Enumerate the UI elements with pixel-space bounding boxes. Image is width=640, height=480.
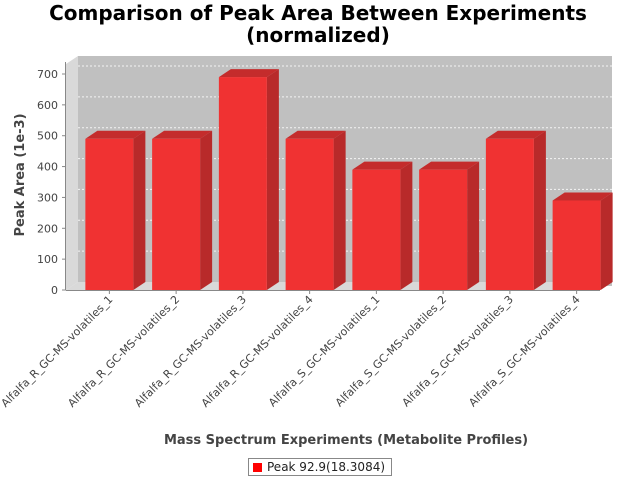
bar-side — [200, 130, 213, 290]
x-tick-label: Alfalfa_S_GC-MS-volatiles_3 — [400, 293, 516, 409]
y-tick-label: 600 — [37, 99, 58, 112]
bar-group — [285, 130, 346, 290]
axes — [65, 62, 600, 291]
bar-group — [218, 69, 279, 290]
bar — [285, 138, 334, 290]
bar-top — [152, 130, 213, 139]
bars — [85, 69, 613, 290]
bar-group — [85, 130, 146, 290]
bar — [152, 138, 201, 290]
y-tick-label: 300 — [37, 191, 58, 204]
bar-side — [600, 192, 613, 290]
y-tick-label: 700 — [37, 68, 58, 81]
bar — [419, 169, 468, 290]
bar-side — [400, 161, 413, 290]
bar-side — [467, 161, 480, 290]
bar-top — [352, 161, 413, 170]
chart-title-line-1: Comparison of Peak Area Between Experime… — [49, 1, 587, 25]
x-tick-label: Alfalfa_R_GC-MS-volatiles_4 — [199, 293, 316, 410]
x-tick-label: Alfalfa_S_GC-MS-volatiles_2 — [333, 293, 449, 409]
y-tick-label: 0 — [51, 284, 58, 297]
x-tick-label: Alfalfa_R_GC-MS-volatiles_1 — [0, 293, 115, 410]
bar-top — [285, 130, 346, 139]
y-axis-ticks: 0 100 200 300 400 500 600 700 — [37, 68, 66, 297]
bar-group — [352, 161, 413, 290]
x-axis-ticks: Alfalfa_R_GC-MS-volatiles_1Alfalfa_R_GC-… — [0, 290, 583, 410]
bar — [552, 200, 601, 290]
x-tick-label: Alfalfa_S_GC-MS-volatiles_4 — [466, 293, 582, 409]
y-tick-label: 100 — [37, 253, 58, 266]
chart-title-line-2: (normalized) — [246, 23, 390, 47]
bar-top — [552, 192, 613, 201]
x-tick-label: Alfalfa_R_GC-MS-volatiles_3 — [132, 293, 249, 410]
legend-swatch — [253, 462, 262, 472]
bar-side — [533, 130, 546, 290]
bar — [218, 77, 267, 290]
bar-group — [552, 192, 613, 290]
y-tick-label: 400 — [37, 161, 58, 174]
bar-group — [152, 130, 213, 290]
y-tick-label: 500 — [37, 130, 58, 143]
bar-top — [485, 130, 546, 139]
x-tick-label: Alfalfa_R_GC-MS-volatiles_2 — [65, 293, 182, 410]
bar-top — [419, 161, 480, 170]
legend-label: Peak 92.9(18.3084) — [267, 460, 386, 474]
legend: Peak 92.9(18.3084) — [248, 458, 393, 476]
x-tick-label: Alfalfa_S_GC-MS-volatiles_1 — [266, 293, 382, 409]
bar-group — [485, 130, 546, 290]
bar-side — [266, 69, 279, 290]
bar-side — [133, 130, 146, 290]
y-axis-label: Peak Area (1e-3) — [13, 113, 28, 236]
bar-top — [218, 69, 279, 78]
bar — [85, 138, 134, 290]
x-axis-label: Mass Spectrum Experiments (Metabolite Pr… — [164, 433, 528, 448]
bar-group — [419, 161, 480, 290]
bar — [352, 169, 401, 290]
y-tick-label: 200 — [37, 222, 58, 235]
plot-side-wall — [66, 56, 78, 290]
bar-side — [333, 130, 346, 290]
bar-top — [85, 130, 146, 139]
bar — [485, 138, 534, 290]
